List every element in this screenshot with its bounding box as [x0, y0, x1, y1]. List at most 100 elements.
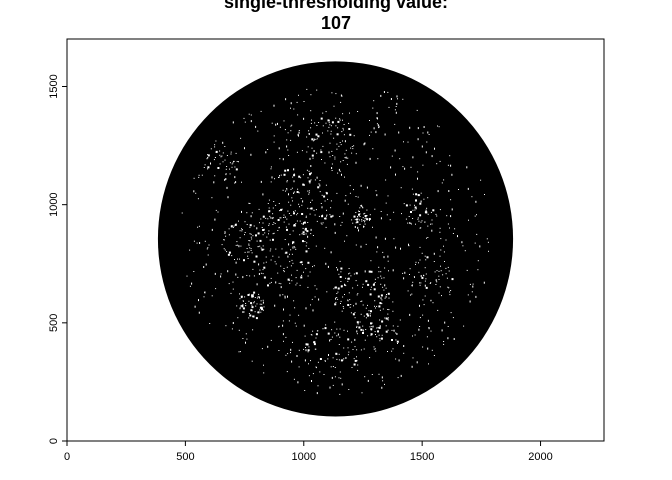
speckle: [407, 141, 409, 143]
speckle: [372, 326, 374, 328]
speckle: [237, 244, 239, 246]
speckle: [274, 223, 276, 224]
speckle: [450, 199, 452, 201]
speckle: [354, 338, 356, 341]
speckle: [251, 306, 254, 309]
speckle: [409, 274, 410, 275]
speckle: [355, 360, 357, 362]
speckle: [239, 293, 240, 295]
speckle: [414, 204, 415, 206]
speckle: [393, 238, 395, 240]
speckle: [422, 132, 424, 134]
speckle: [301, 213, 304, 215]
speckle: [280, 208, 283, 211]
speckle: [327, 119, 330, 122]
speckle: [262, 273, 264, 275]
speckle: [319, 191, 321, 193]
speckle: [410, 223, 412, 225]
speckle: [402, 166, 404, 168]
speckle: [394, 123, 396, 125]
speckle: [274, 304, 276, 307]
speckle: [228, 251, 231, 254]
speckle: [391, 329, 393, 331]
speckle: [362, 207, 364, 209]
speckle: [268, 199, 270, 201]
speckle: [319, 371, 321, 373]
speckle: [380, 217, 382, 220]
speckle: [347, 277, 350, 280]
speckle: [387, 260, 389, 262]
speckle: [239, 307, 241, 309]
speckle: [322, 145, 324, 147]
speckle: [349, 185, 351, 187]
x-tick-label: 1500: [410, 451, 434, 463]
speckle: [312, 309, 314, 312]
speckle: [336, 192, 338, 194]
speckle: [347, 203, 349, 205]
speckle: [355, 280, 357, 282]
speckle: [356, 325, 358, 327]
speckle: [438, 292, 440, 294]
speckle: [358, 229, 359, 232]
speckle: [225, 235, 227, 237]
speckle: [303, 184, 305, 186]
speckle: [296, 220, 298, 222]
speckle: [272, 207, 274, 209]
speckle: [380, 275, 382, 277]
speckle: [369, 326, 371, 328]
speckle: [334, 303, 337, 306]
speckle: [409, 222, 411, 224]
speckle: [340, 285, 343, 288]
speckle: [387, 351, 388, 352]
speckle: [255, 234, 257, 237]
speckle: [262, 193, 264, 196]
speckle: [451, 173, 453, 176]
speckle: [292, 176, 294, 178]
speckle: [284, 216, 286, 218]
speckle: [313, 150, 315, 152]
speckle: [316, 125, 318, 126]
speckle: [351, 152, 353, 154]
speckle: [347, 299, 349, 301]
speckle: [301, 150, 303, 152]
speckle: [230, 153, 232, 155]
speckle: [336, 148, 338, 150]
speckle: [352, 287, 354, 289]
speckle: [239, 237, 241, 239]
speckle: [214, 144, 216, 146]
speckle: [254, 297, 256, 298]
speckle: [235, 168, 238, 171]
speckle: [457, 235, 458, 238]
speckle: [307, 177, 309, 179]
speckle: [345, 195, 347, 197]
speckle: [256, 240, 258, 242]
speckle: [313, 341, 316, 344]
speckle: [340, 281, 342, 282]
speckle: [341, 173, 342, 176]
speckle: [293, 212, 295, 215]
speckle: [434, 147, 435, 150]
speckle: [370, 334, 372, 336]
speckle: [376, 336, 378, 338]
speckle: [321, 194, 323, 196]
speckle: [318, 298, 320, 301]
speckle: [321, 206, 323, 209]
speckle: [430, 282, 432, 284]
speckle: [357, 216, 359, 218]
speckle: [412, 218, 414, 219]
speckle: [416, 361, 418, 364]
speckle: [389, 219, 391, 221]
speckle: [248, 317, 250, 319]
chart-title-line-1: single-thresholding value:: [224, 0, 448, 12]
speckle: [261, 227, 263, 228]
speckle: [396, 333, 398, 335]
speckle: [322, 214, 323, 216]
speckle: [476, 214, 477, 216]
speckle: [291, 197, 293, 199]
speckle: [486, 238, 488, 240]
speckle: [447, 337, 449, 340]
speckle: [215, 209, 217, 211]
speckle: [221, 155, 223, 157]
speckle: [241, 228, 242, 230]
speckle: [374, 278, 376, 280]
